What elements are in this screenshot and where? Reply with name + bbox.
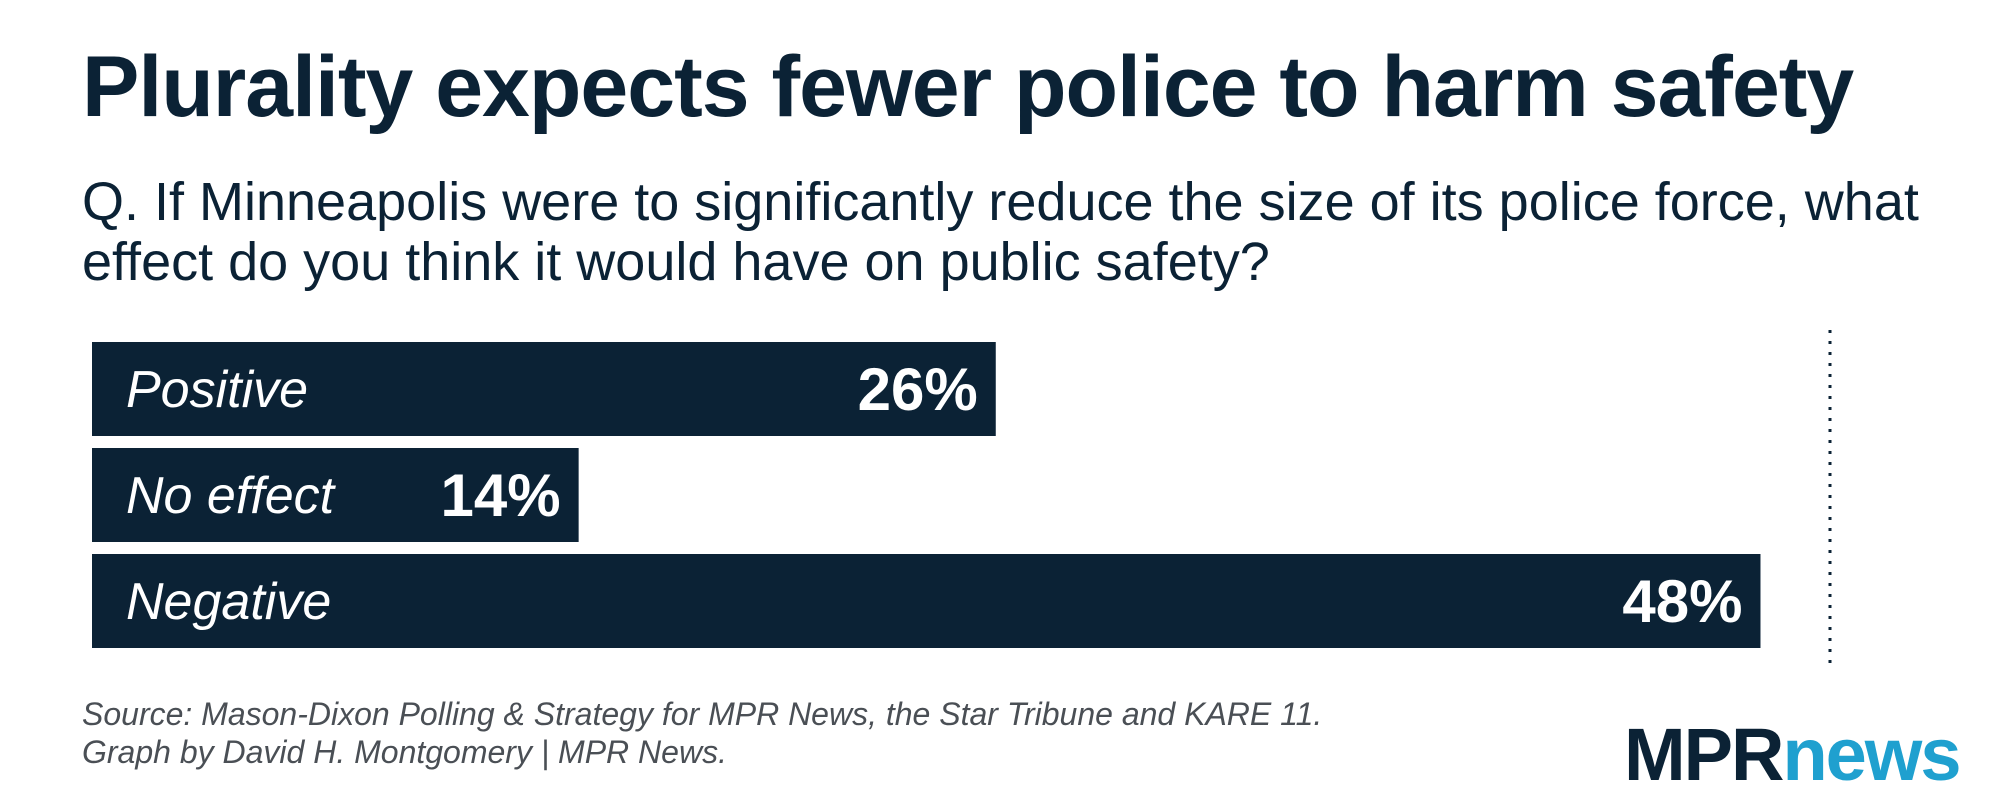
bar-negative [92,554,1761,648]
chart-title: Plurality expects fewer police to harm s… [82,39,1854,135]
source-note: Source: Mason-Dixon Polling & Strategy f… [82,695,1322,771]
bar-positive [92,342,996,436]
source-line: Source: Mason-Dixon Polling & Strategy f… [82,696,1323,732]
mpr-news-logo: MPRnews [1624,718,1962,792]
logo-mpr: MPR [1624,713,1784,796]
bar-category-label: Positive [126,361,308,419]
bar-chart: Positive 26% No effect 14% Negative 48% [92,330,1832,668]
logo-news: news [1782,713,1961,796]
chart-subtitle: Q. If Minneapolis were to significantly … [82,172,1919,292]
bar-no-effect [92,448,579,542]
bar-value-label: 14% [441,462,561,529]
bar-category-label: No effect [126,467,337,525]
bar-value-label: 26% [858,356,978,423]
bar-value-label: 48% [1622,568,1742,635]
credit-line: Graph by David H. Montgomery | MPR News. [82,734,727,770]
bar-category-label: Negative [126,573,331,631]
